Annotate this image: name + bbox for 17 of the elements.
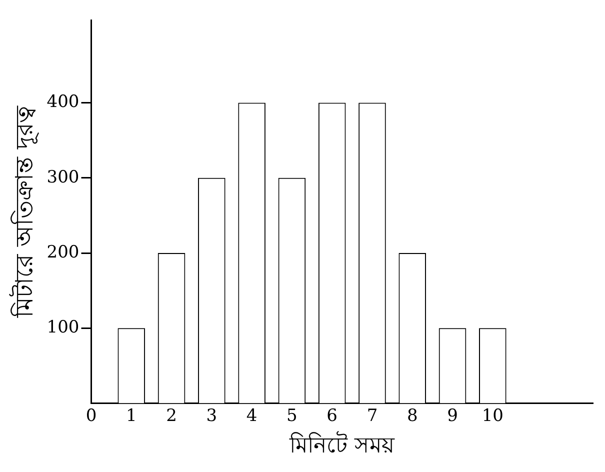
x-tick-label: 0 bbox=[86, 406, 97, 426]
x-tick-label: 6 bbox=[326, 406, 338, 426]
y-tick-label: 200 bbox=[46, 242, 80, 262]
x-tick-label: 1 bbox=[126, 406, 137, 426]
x-tick-label: 2 bbox=[166, 406, 177, 426]
x-tick-label: 3 bbox=[206, 406, 218, 426]
y-tick-label: 300 bbox=[46, 167, 80, 188]
x-tick-label: 5 bbox=[286, 406, 298, 426]
y-tick-label: 100 bbox=[46, 318, 80, 338]
x-tick-label: 4 bbox=[246, 406, 258, 426]
x-tick-label: 10 bbox=[482, 406, 504, 426]
y-axis-title: মিটারে অতিক্রান্ত দূরত্ব bbox=[10, 105, 39, 318]
x-axis-title: মিনিটে সময় bbox=[288, 432, 396, 459]
x-tick-label: 8 bbox=[406, 406, 418, 426]
x-tick-label: 7 bbox=[366, 406, 378, 426]
x-tick-label: 9 bbox=[447, 406, 458, 426]
y-tick-label: 400 bbox=[46, 92, 80, 112]
